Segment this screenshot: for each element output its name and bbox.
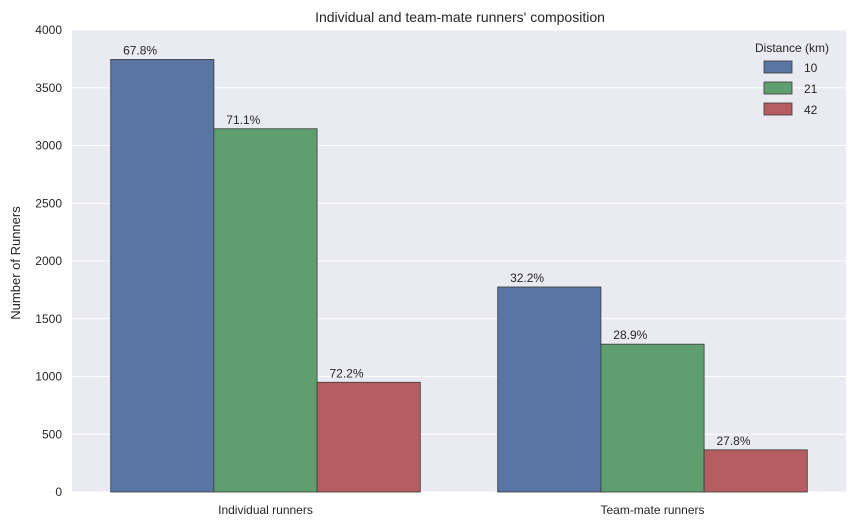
y-tick-label: 3000 (35, 139, 62, 153)
y-tick-label: 4000 (35, 23, 62, 37)
y-tick-label: 1500 (35, 312, 62, 326)
bar-data-label: 72.2% (329, 366, 363, 380)
chart-title: Individual and team-mate runners' compos… (315, 9, 605, 25)
data-labels-group: 67.8% 71.1% 72.2% 32.2% 28.9% 27.8% (123, 43, 751, 447)
legend-title: Distance (km) (755, 41, 829, 55)
y-axis-label: Number of Runners (8, 206, 23, 320)
bar-data-label: 32.2% (510, 271, 544, 285)
bar-data-label: 27.8% (716, 434, 750, 448)
y-tick-label: 2500 (35, 196, 62, 210)
bar (110, 59, 215, 493)
y-tick-label: 1000 (35, 370, 62, 384)
y-tick-label: 0 (55, 485, 62, 499)
legend-label: 10 (804, 61, 818, 75)
bars-group (110, 59, 808, 493)
x-tick-label: Individual runners (218, 503, 313, 517)
legend-label: 21 (804, 82, 818, 96)
y-tick-label: 3500 (35, 81, 62, 95)
y-tick-label: 2000 (35, 254, 62, 268)
bar-data-label: 28.9% (613, 328, 647, 342)
legend-swatch (763, 102, 793, 116)
bar-data-label: 67.8% (123, 43, 157, 57)
legend-swatch (763, 81, 793, 95)
bar (703, 449, 808, 493)
bar (213, 128, 318, 493)
legend: Distance (km) 10 21 42 (755, 41, 829, 117)
y-axis: 0 500 1000 1500 2000 2500 3000 3500 4000 (35, 23, 62, 499)
x-tick-label: Team-mate runners (600, 503, 704, 517)
legend-swatch (763, 60, 793, 74)
y-tick-label: 500 (42, 427, 62, 441)
bar (316, 381, 421, 493)
bar (497, 286, 602, 493)
bar-data-label: 71.1% (226, 113, 260, 127)
legend-label: 42 (804, 103, 818, 117)
x-axis: Individual runners Team-mate runners (218, 503, 704, 517)
bar (600, 343, 705, 493)
